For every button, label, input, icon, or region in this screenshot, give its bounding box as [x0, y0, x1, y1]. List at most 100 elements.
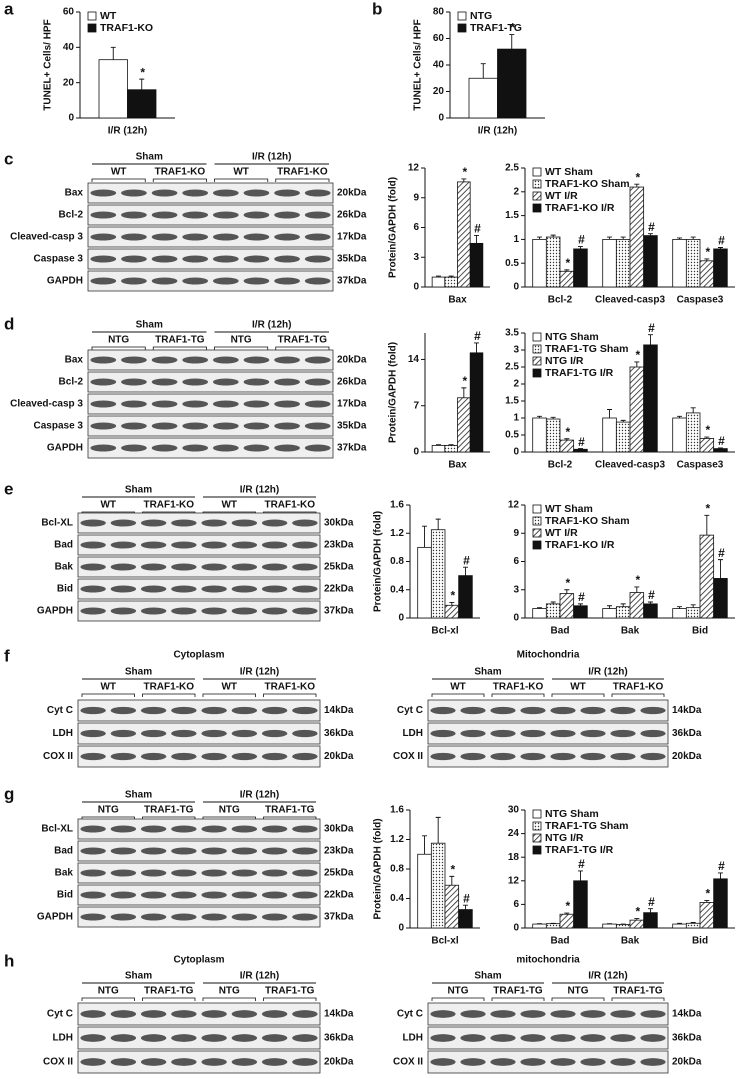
row-label: Bad — [54, 540, 73, 551]
significance-marker: * — [565, 899, 570, 913]
panel-label: h — [4, 951, 14, 970]
blot-band — [274, 356, 300, 364]
row-label: COX II — [393, 1057, 423, 1068]
significance-marker: # — [648, 588, 655, 602]
error-bar — [461, 178, 467, 182]
blot-band — [261, 752, 288, 761]
blot-band — [201, 847, 227, 855]
bar — [444, 884, 460, 929]
significance-marker: # — [463, 891, 470, 905]
error-bar — [509, 34, 515, 50]
blot-band — [151, 356, 178, 364]
blot-band — [212, 189, 239, 197]
bar — [559, 270, 575, 288]
row-label: GAPDH — [47, 443, 83, 454]
bar — [615, 421, 631, 453]
blot-band — [140, 891, 167, 899]
y-tick-label: 40 — [433, 60, 445, 71]
blot-band — [580, 729, 606, 738]
blot-band — [231, 729, 258, 738]
x-tick-label: I/R (12h) — [108, 126, 147, 137]
bar — [545, 923, 561, 929]
blot-band — [610, 706, 636, 715]
blot-band — [212, 233, 239, 241]
x-tick-label: Bak — [621, 626, 640, 637]
error-bar — [422, 835, 428, 855]
blot-band — [121, 378, 147, 386]
blot-band — [292, 519, 318, 527]
subgroup-label: TRAF1-TG — [265, 986, 315, 997]
blot-band — [231, 519, 258, 527]
error-bar — [448, 444, 454, 446]
y-tick-label: 9 — [513, 528, 519, 539]
blot-band — [80, 1010, 106, 1018]
blot-band — [274, 189, 300, 197]
kda-label: 37kDa — [324, 606, 354, 617]
bar — [532, 417, 547, 453]
blot-band — [292, 541, 318, 549]
blot-band — [80, 913, 106, 921]
subgroup-label: WT — [221, 682, 237, 693]
group-label: I/R (12h) — [240, 667, 279, 678]
subgroup-label: NTG — [98, 986, 119, 997]
y-tick-label: 0.8 — [390, 556, 404, 567]
error-bar — [550, 234, 556, 238]
bar — [127, 89, 157, 119]
blot-band — [231, 869, 258, 877]
subgroup-label: NTG — [108, 335, 129, 346]
blot-band — [171, 1058, 197, 1066]
blot-band — [80, 519, 106, 527]
bar — [699, 902, 715, 929]
blot-band — [231, 825, 258, 833]
lane-bracket — [202, 693, 256, 697]
blot-band — [231, 891, 258, 899]
y-tick-label: 14 — [408, 354, 420, 365]
y-tick-label: 1.5 — [505, 396, 519, 407]
y-tick-label: 1.5 — [505, 210, 519, 221]
subgroup-label: NTG — [231, 335, 252, 346]
blot-band — [182, 444, 209, 452]
blot-strip — [87, 204, 334, 226]
lane-bracket — [202, 816, 256, 820]
blot-band — [212, 422, 239, 430]
lane-bracket — [263, 997, 317, 1001]
bar — [699, 260, 715, 288]
legend-swatch — [532, 179, 542, 189]
blot-band — [201, 607, 227, 615]
blot-band — [121, 400, 147, 408]
bar — [457, 181, 471, 288]
blot-band — [292, 913, 318, 921]
y-tick-label: 0 — [513, 282, 519, 293]
blot-band — [110, 913, 137, 921]
error-bar — [462, 904, 468, 910]
blot-band — [151, 277, 178, 285]
blot-strip — [87, 349, 334, 371]
error-bar — [607, 236, 613, 240]
blot-band — [231, 1010, 258, 1018]
significance-marker: * — [565, 425, 570, 439]
panel-label: d — [4, 314, 14, 333]
blot-strip — [427, 1026, 669, 1050]
bar — [444, 604, 460, 619]
y-tick-label: 60 — [63, 7, 75, 18]
subgroup-label: TRAF1-KO — [264, 500, 315, 511]
blot-band — [171, 563, 197, 571]
kda-label: 20kDa — [324, 1057, 354, 1068]
lane-bracket — [202, 997, 256, 1001]
bar — [458, 909, 473, 929]
blot-title: Mitochondria — [517, 650, 580, 661]
kda-label: 35kDa — [337, 254, 367, 265]
blot-band — [110, 825, 137, 833]
blot-band — [90, 189, 117, 197]
lane-bracket — [431, 693, 485, 697]
row-label: Cyt C — [47, 1009, 73, 1020]
y-tick-label: 0 — [413, 282, 419, 293]
subgroup-label: TRAF1-KO — [264, 682, 315, 693]
blot-band — [171, 891, 197, 899]
bar — [685, 607, 701, 619]
blot-band — [201, 869, 227, 877]
y-tick-label: 2.5 — [505, 163, 519, 174]
blot-band — [261, 541, 288, 549]
y-tick-label: 20 — [63, 77, 75, 88]
blot-band — [430, 1058, 456, 1066]
